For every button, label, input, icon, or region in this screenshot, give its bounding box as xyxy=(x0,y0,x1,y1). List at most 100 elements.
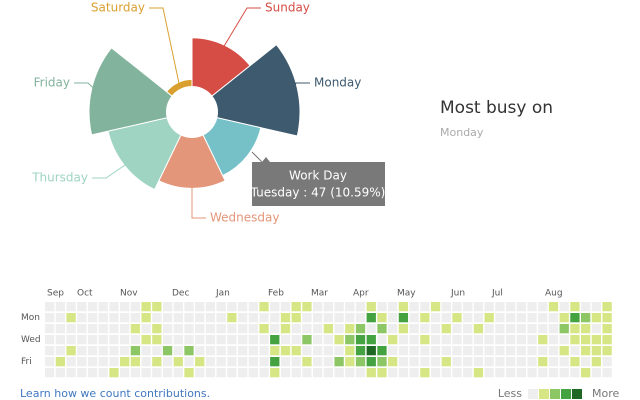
contribution-cell xyxy=(355,368,366,378)
contribution-cell xyxy=(45,346,55,356)
contribution-cell xyxy=(152,335,162,345)
contribution-cell xyxy=(484,335,494,345)
contribution-cell xyxy=(195,357,205,367)
contribution-cell xyxy=(248,324,258,334)
contribution-cell xyxy=(216,346,226,356)
contribution-cell xyxy=(77,346,87,356)
legend-swatch xyxy=(528,389,538,399)
contribution-cell xyxy=(570,335,580,345)
contribution-cell xyxy=(559,324,569,334)
contribution-cell xyxy=(334,346,344,356)
tooltip-text: Tuesday : 47 (10.59%) xyxy=(250,186,386,200)
contribution-cell xyxy=(602,324,612,334)
contribution-cell xyxy=(345,313,355,323)
contribution-cell xyxy=(538,346,548,356)
contribution-cell xyxy=(87,313,98,323)
contribution-cell xyxy=(205,368,216,378)
day-label: Friday xyxy=(34,76,70,90)
summary-day: Monday xyxy=(440,126,484,139)
contribution-cell xyxy=(581,368,591,378)
leader-line xyxy=(74,82,96,91)
contribution-cell xyxy=(141,335,151,345)
contribution-cell xyxy=(345,324,355,334)
contribution-cell xyxy=(302,335,312,345)
contribution-cell xyxy=(195,302,205,312)
contribution-cell xyxy=(548,324,559,334)
contribution-cell xyxy=(345,302,355,312)
month-label: Jun xyxy=(450,289,465,299)
contribution-cell xyxy=(420,346,430,356)
contribution-cell xyxy=(409,313,419,323)
contribution-cell xyxy=(270,302,280,312)
contribution-cell xyxy=(87,335,98,345)
contribution-cell xyxy=(302,346,312,356)
contribution-cell xyxy=(581,346,591,356)
contribution-cell xyxy=(463,357,473,367)
contribution-cell xyxy=(291,357,301,367)
contribution-cell xyxy=(291,324,301,334)
contribution-cell xyxy=(473,335,484,345)
contribution-cell xyxy=(313,368,323,378)
contribution-cell xyxy=(516,335,526,345)
contribution-cell xyxy=(452,357,462,367)
contribution-cell xyxy=(559,302,569,312)
contribution-cell xyxy=(237,368,248,378)
contribution-cell xyxy=(452,302,462,312)
contribution-cell xyxy=(602,357,612,367)
contribution-cell xyxy=(430,302,441,312)
contribution-cell xyxy=(98,324,108,334)
contribution-cell xyxy=(66,302,76,312)
contribution-cell xyxy=(484,313,494,323)
contribution-cell xyxy=(602,368,612,378)
contribution-cell xyxy=(538,335,548,345)
contribution-cell xyxy=(473,368,484,378)
weekday-label: Fri xyxy=(21,357,32,367)
contribution-cell xyxy=(516,313,526,323)
contributions-link[interactable]: Learn how we count contributions. xyxy=(20,387,210,400)
contribution-cell xyxy=(430,313,441,323)
contribution-cell xyxy=(87,302,98,312)
contribution-cell xyxy=(548,357,559,367)
month-label: Jul xyxy=(491,289,503,299)
contribution-cell xyxy=(495,313,505,323)
contribution-cell xyxy=(259,368,269,378)
contribution-cell xyxy=(473,324,484,334)
contribution-cell xyxy=(388,335,398,345)
contribution-cell xyxy=(527,357,537,367)
contribution-cell xyxy=(570,368,580,378)
contribution-cell xyxy=(98,335,108,345)
contribution-cell xyxy=(516,302,526,312)
contribution-cell xyxy=(516,368,526,378)
contribution-cell xyxy=(473,357,484,367)
contribution-cell xyxy=(345,357,355,367)
contribution-cell xyxy=(173,357,183,367)
contribution-cell xyxy=(248,302,258,312)
contribution-cell xyxy=(87,368,98,378)
day-label: Saturday xyxy=(91,1,145,15)
contribution-cell xyxy=(377,335,387,345)
contribution-cell xyxy=(109,335,119,345)
contribution-cell xyxy=(120,335,130,345)
contribution-cell xyxy=(184,313,194,323)
contribution-cell xyxy=(259,346,269,356)
contribution-cell xyxy=(280,368,291,378)
day-label: Sunday xyxy=(265,1,310,15)
contribution-cell xyxy=(323,313,334,323)
month-label: Sep xyxy=(47,289,64,299)
contribution-cell xyxy=(259,313,269,323)
contribution-cell xyxy=(216,335,226,345)
contribution-cell xyxy=(430,357,441,367)
contribution-cell xyxy=(152,302,162,312)
contribution-cell xyxy=(570,302,580,312)
contribution-cell xyxy=(398,368,409,378)
contribution-cell xyxy=(591,346,602,356)
contribution-cell xyxy=(205,324,216,334)
contribution-cell xyxy=(334,357,344,367)
contribution-cell xyxy=(409,346,419,356)
contribution-cell xyxy=(570,357,580,367)
contribution-cell xyxy=(66,357,76,367)
contribution-cell xyxy=(77,335,87,345)
contribution-cell xyxy=(120,346,130,356)
contribution-cell xyxy=(55,335,66,345)
contribution-cell xyxy=(377,368,387,378)
